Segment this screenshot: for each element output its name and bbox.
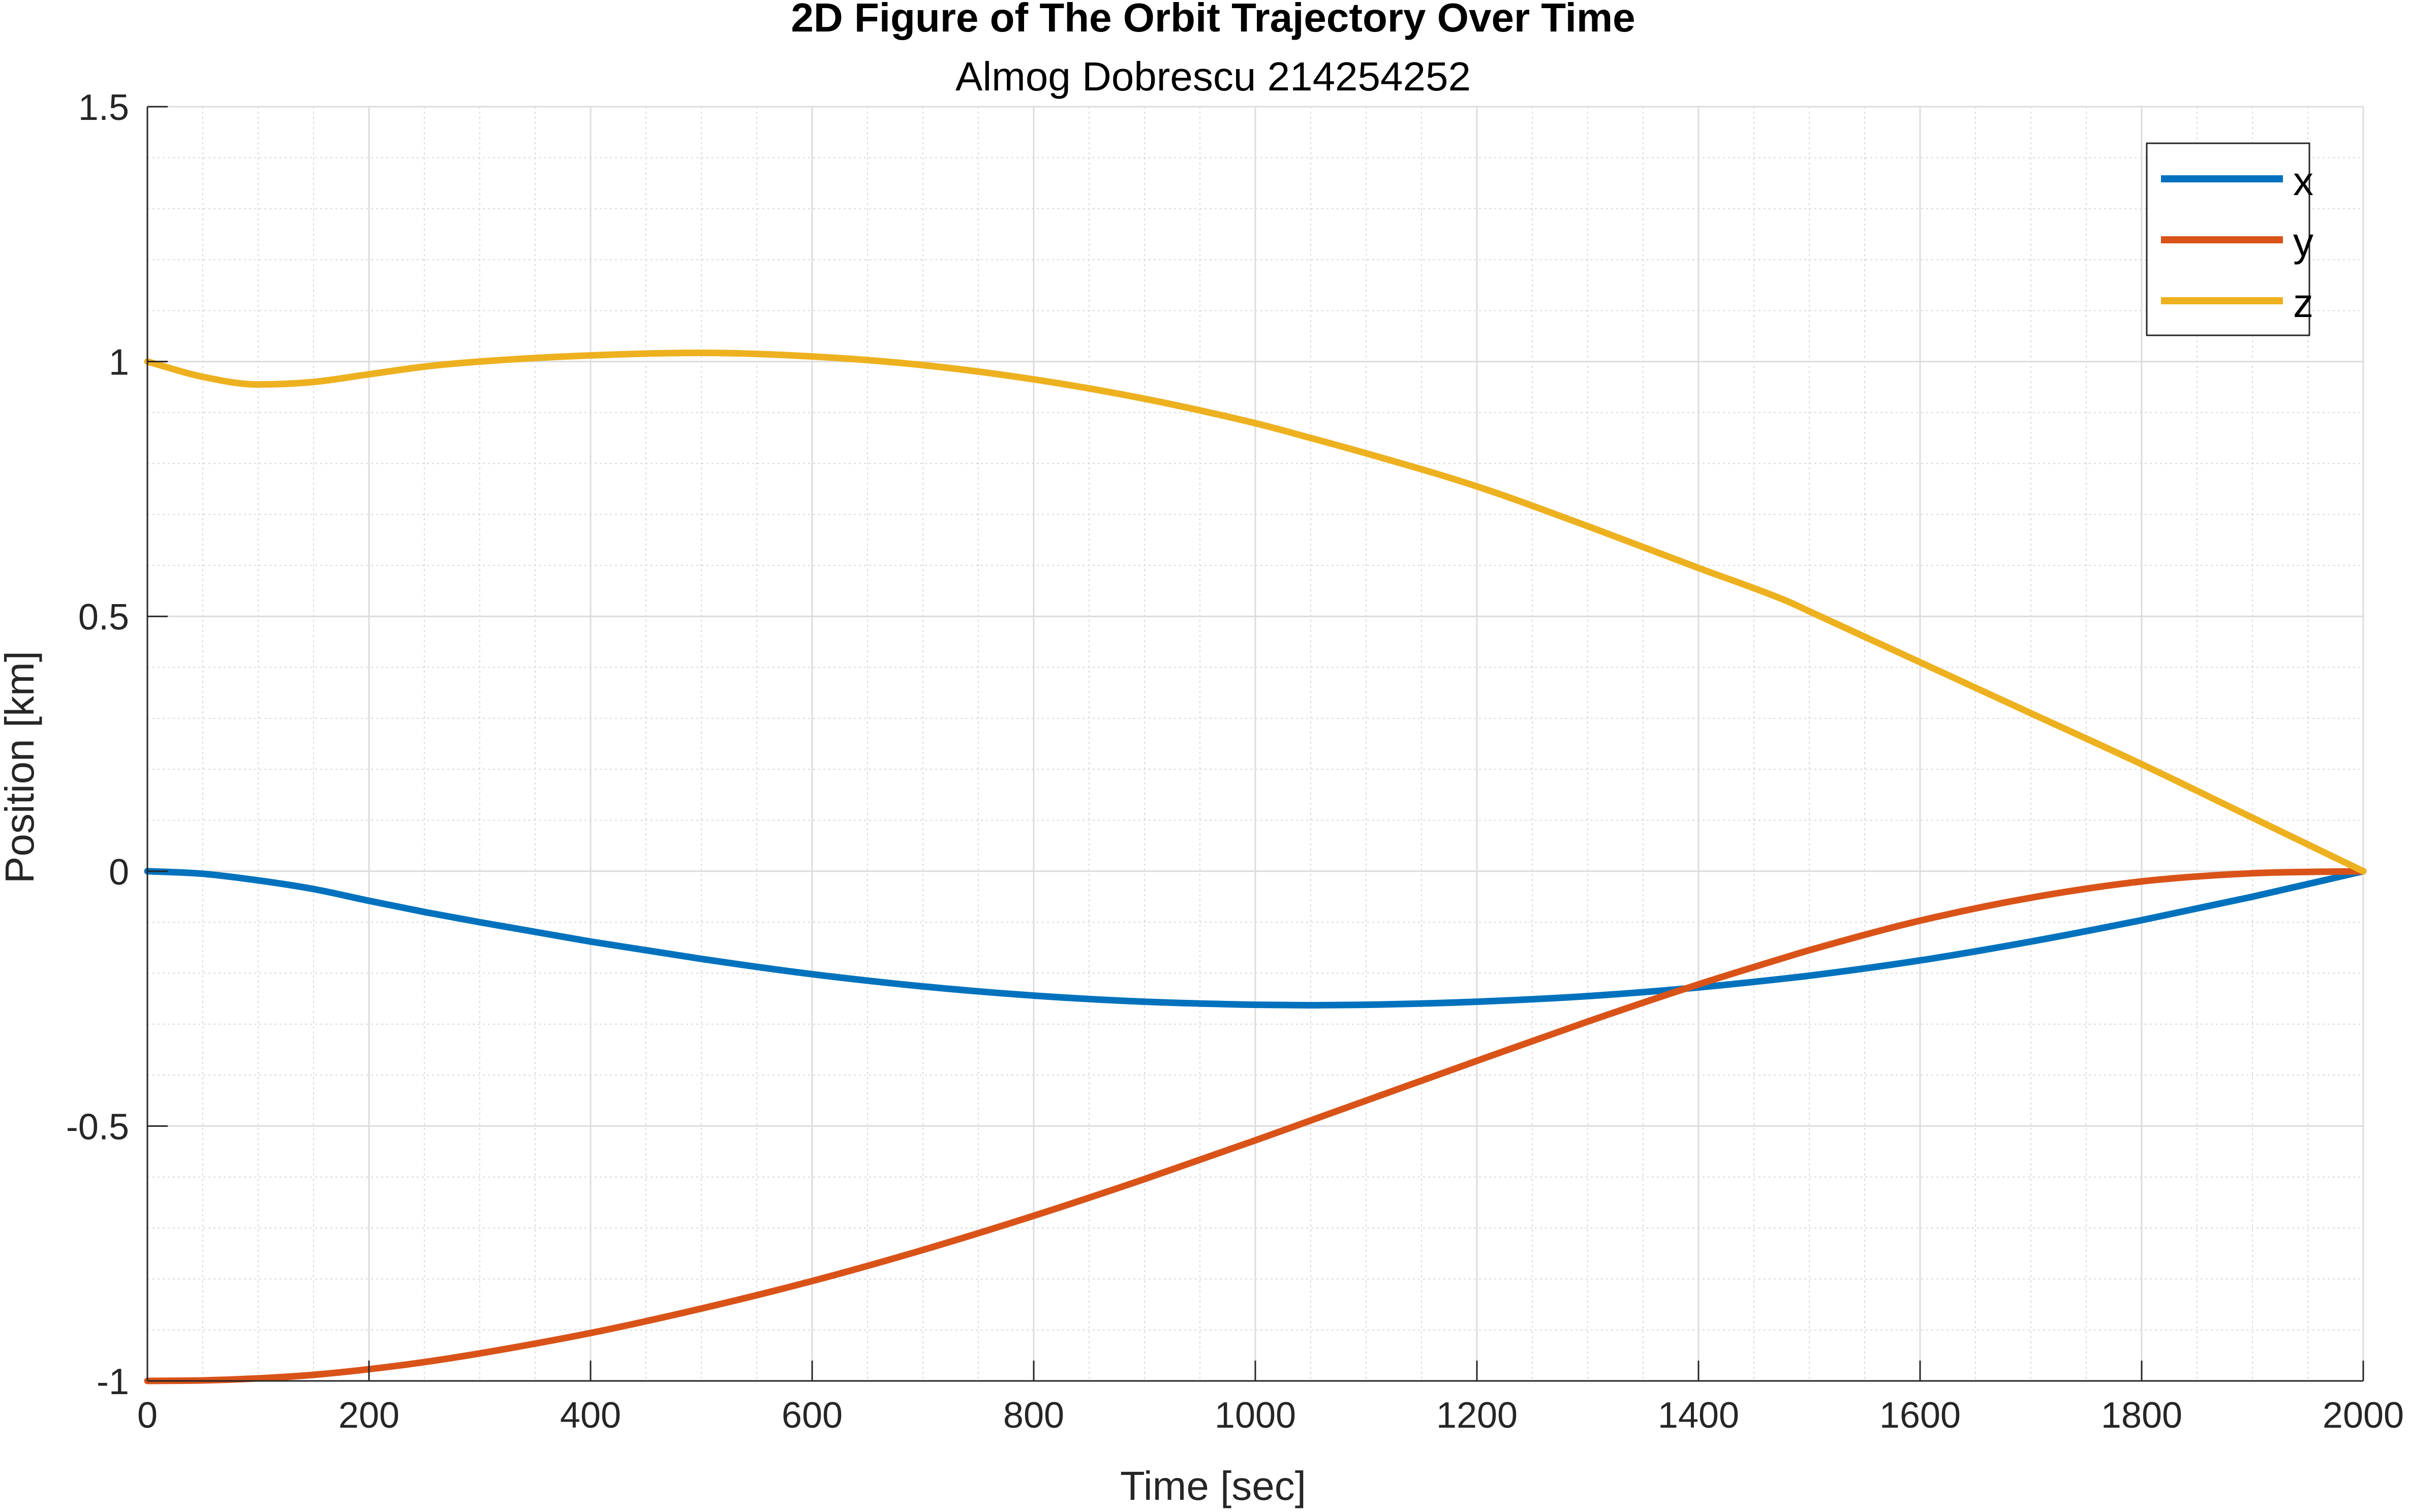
chart-title: 2D Figure of The Orbit Trajectory Over T… bbox=[791, 0, 1635, 40]
legend: x y z bbox=[2146, 142, 2313, 336]
x-tick-label: 1200 bbox=[1436, 1395, 1518, 1436]
series-layer bbox=[144, 350, 2367, 1384]
x-tick-label: 1600 bbox=[1879, 1395, 1961, 1436]
x-tick-label: 800 bbox=[1003, 1395, 1064, 1436]
x-tick-label: 1400 bbox=[1658, 1395, 1739, 1436]
y-tick-label: -1 bbox=[97, 1362, 129, 1402]
x-axis-label: Time [sec] bbox=[1120, 1463, 1306, 1508]
x-tick-label: 200 bbox=[338, 1395, 399, 1436]
legend-label-y: y bbox=[2293, 219, 2313, 265]
y-tick-label: 0 bbox=[109, 852, 129, 893]
x-tick-label: 1000 bbox=[1215, 1395, 1296, 1436]
x-tick-label: 0 bbox=[137, 1395, 158, 1436]
y-tick-label: 1.5 bbox=[78, 87, 129, 128]
x-tick-label: 400 bbox=[560, 1395, 621, 1436]
y-tick-label: 1 bbox=[109, 342, 129, 383]
tick-layer: 0 200 400 600 800 1000 1200 1400 1600 1800 2000 -1 -… bbox=[66, 87, 2404, 1436]
x-tick-label: 600 bbox=[782, 1395, 843, 1436]
y-axis-label: Position [km] bbox=[0, 651, 42, 884]
y-tick-label: 0.5 bbox=[78, 597, 129, 638]
legend-label-z: z bbox=[2293, 280, 2313, 326]
series-line-z bbox=[144, 350, 2367, 875]
series-line-x bbox=[144, 868, 2367, 1009]
y-tick-label: -0.5 bbox=[66, 1107, 129, 1147]
x-tick-label: 1800 bbox=[2101, 1395, 2182, 1436]
chart-subtitle: Almog Dobrescu 214254252 bbox=[955, 54, 1471, 99]
series-line-y bbox=[144, 868, 2367, 1384]
legend-label-x: x bbox=[2293, 159, 2313, 204]
x-tick-label: 2000 bbox=[2323, 1395, 2404, 1436]
